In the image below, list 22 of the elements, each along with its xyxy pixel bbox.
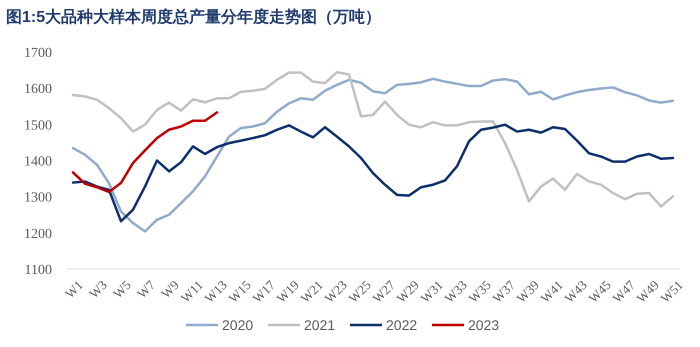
y-tick-label: 1600	[24, 82, 52, 98]
legend-label: 2021	[304, 317, 336, 333]
y-tick-label: 1700	[24, 46, 52, 61]
y-tick-label: 1200	[24, 226, 52, 242]
chart-title: 图1:5大品种大样本周度总产量分年度走势图（万吨）	[6, 7, 382, 26]
line-series	[72, 78, 674, 233]
y-tick-label: 1100	[24, 263, 52, 278]
legend-label: 2022	[386, 317, 418, 333]
y-tick-label: 1500	[24, 118, 52, 134]
line-series	[72, 111, 218, 194]
x-tick-label: W3	[86, 277, 110, 302]
x-tick-label: W5	[110, 277, 134, 302]
line-series	[72, 123, 674, 223]
legend-label: 2023	[468, 317, 500, 333]
x-tick-label: W51	[657, 277, 686, 306]
x-tick-label: W9	[158, 277, 182, 302]
y-tick-label: 1400	[24, 154, 52, 170]
x-tick-label: W7	[134, 276, 158, 302]
line-series	[72, 71, 674, 208]
y-tick-label: 1300	[24, 190, 52, 206]
x-tick-label: W1	[62, 277, 86, 302]
legend-label: 2020	[222, 317, 254, 333]
